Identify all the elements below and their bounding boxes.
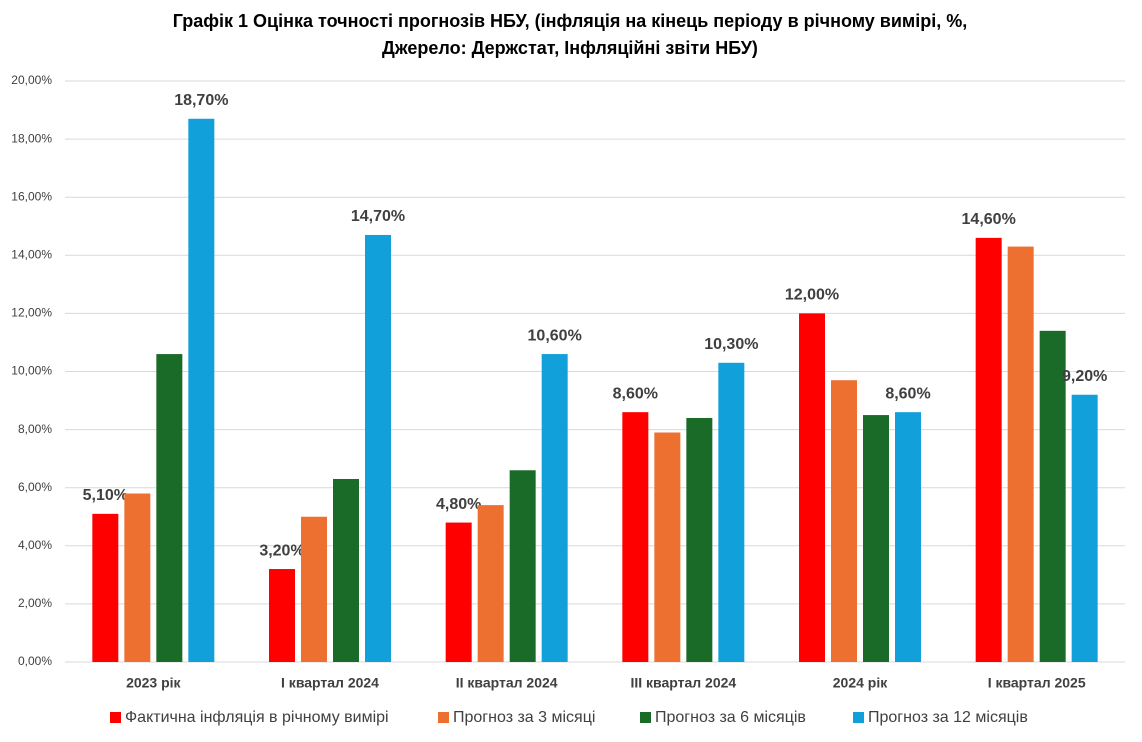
x-tick-label: III квартал 2024 [630,675,736,691]
chart-title: Графік 1 Оцінка точності прогнозів НБУ, … [173,11,968,31]
bar [333,478,359,662]
x-tick-label: I квартал 2025 [988,675,1086,691]
bar [718,362,745,662]
bar [124,493,151,662]
x-tick-label: 2024 рік [833,675,888,691]
bar [1039,330,1066,662]
y-tick-label: 16,00% [11,189,52,203]
value-label: 14,60% [962,211,1016,228]
legend-label: Фактична інфляція в річному вимірі [125,709,389,726]
value-label: 10,60% [528,327,582,344]
legend-swatch [438,712,449,723]
bar [686,417,713,662]
bar [799,313,825,662]
y-tick-label: 12,00% [11,306,52,320]
legend-swatch [640,712,651,723]
value-label: 14,70% [351,208,405,225]
x-tick-label: 2023 рік [126,675,181,691]
bar [509,470,536,662]
bar [445,522,472,662]
legend-label: Прогноз за 6 місяців [655,709,806,726]
y-tick-label: 2,00% [18,596,52,610]
legend-swatch [853,712,864,723]
bar [477,505,504,662]
bar [1007,246,1034,662]
value-label: 4,80% [436,496,481,513]
bar [863,415,889,662]
y-tick-label: 10,00% [11,364,52,378]
value-label: 3,20% [259,542,304,559]
bar [831,380,857,662]
bar [365,234,391,662]
bar [541,354,568,662]
y-tick-label: 18,00% [11,131,52,145]
value-label: 5,10% [83,487,128,504]
y-tick-label: 8,00% [18,422,52,436]
y-tick-label: 14,00% [11,247,52,261]
bar [156,354,183,662]
bar [301,516,327,662]
value-label: 12,00% [785,287,839,304]
value-label: 8,60% [613,385,658,402]
x-tick-label: II квартал 2024 [456,675,558,691]
chart-subtitle: Джерело: Держстат, Інфляційні звіти НБУ) [382,38,758,58]
y-tick-label: 20,00% [11,73,52,87]
value-label: 18,70% [174,92,228,109]
bar [654,432,681,662]
bar [188,118,215,662]
y-tick-label: 4,00% [18,538,52,552]
bar [895,412,921,662]
bar [1071,394,1098,662]
value-label: 8,60% [885,385,930,402]
value-label: 9,20% [1062,368,1107,385]
y-tick-label: 6,00% [18,480,52,494]
bar [92,513,119,662]
bar [975,237,1002,662]
bar [622,412,649,662]
legend-label: Прогноз за 12 місяців [868,709,1028,726]
x-tick-label: I квартал 2024 [281,675,379,691]
y-tick-label: 0,00% [18,654,52,668]
legend-swatch [110,712,121,723]
bar [269,569,295,662]
legend-label: Прогноз за 3 місяці [453,709,595,726]
value-label: 10,30% [704,336,758,353]
